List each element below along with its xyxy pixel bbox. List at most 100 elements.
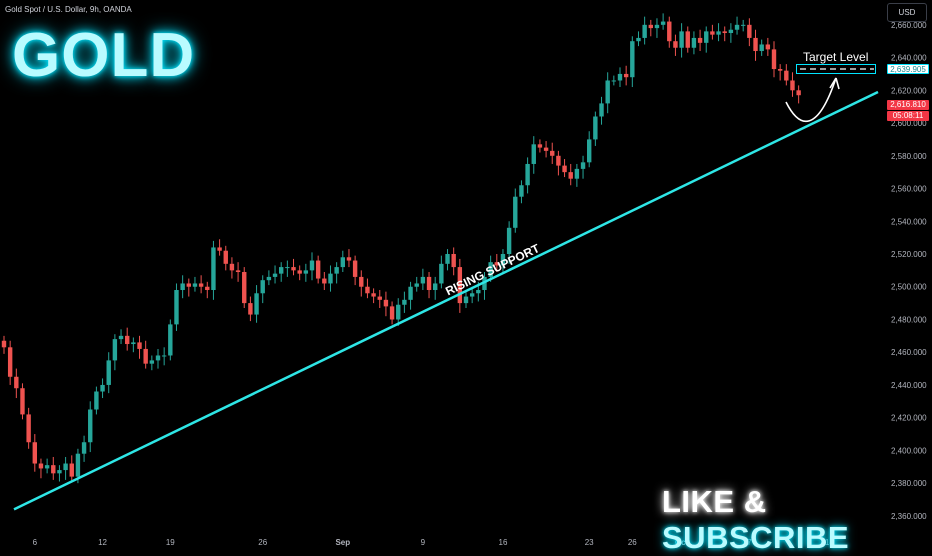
candle-body (396, 304, 401, 320)
candle-body (88, 409, 93, 443)
candle-body (777, 69, 783, 71)
y-tick-label: 2,380.000 (891, 479, 927, 488)
cta-subscribe-text: SUBSCRIBE (662, 520, 850, 555)
candle-body (38, 463, 44, 469)
candle-body (771, 49, 777, 70)
candle-body (679, 31, 684, 48)
candle-body (716, 31, 721, 35)
candle-body (722, 31, 727, 34)
candle-body (605, 80, 610, 104)
candle-body (753, 37, 758, 52)
candle-body (593, 116, 598, 140)
candle-body (94, 391, 99, 410)
candle-body (562, 165, 567, 173)
candle-body (32, 442, 37, 464)
candle-body (285, 267, 290, 269)
candle-body (494, 262, 499, 266)
candle-body (168, 324, 173, 356)
x-tick-label: 26 (258, 538, 267, 547)
currency-button[interactable]: USD (887, 3, 927, 22)
candle-body (137, 342, 142, 349)
candle-body (315, 260, 321, 279)
candle-body (697, 37, 703, 43)
candle-body (192, 283, 198, 287)
x-tick-label: 19 (166, 538, 175, 547)
gold-logo: GOLD (12, 21, 196, 90)
candle-body (229, 263, 235, 271)
x-tick-label: 7 (747, 538, 752, 547)
rising-support-line[interactable] (13, 90, 879, 511)
candle-body (51, 465, 56, 474)
candle-body (303, 270, 309, 274)
candle-body (611, 80, 617, 82)
candle-body (383, 299, 389, 307)
candle-body (106, 360, 111, 385)
last-price-tag: 2,616.810 (887, 100, 929, 110)
y-tick-label: 2,420.000 (891, 414, 927, 423)
x-tick-label: Sep (335, 538, 350, 547)
candle-body (796, 90, 801, 96)
candle-body (765, 44, 771, 50)
x-tick-label: 16 (499, 538, 508, 547)
like-subscribe-banner: LIKE & SUBSCRIBE (662, 484, 932, 556)
candle-body (433, 283, 438, 291)
projection-arrow-head (829, 77, 840, 90)
target-level-box[interactable] (796, 64, 876, 74)
candle-body (20, 388, 25, 415)
candle-body (439, 263, 444, 284)
candle-body (297, 270, 302, 274)
candle-body (587, 139, 592, 163)
candle-body (426, 276, 432, 291)
candle-body (260, 280, 265, 294)
candle-body (69, 463, 74, 477)
y-tick-label: 2,560.000 (891, 185, 927, 194)
y-tick-label: 2,480.000 (891, 315, 927, 324)
candle-body (654, 24, 660, 29)
candle-body (377, 296, 382, 300)
x-tick-label: 6 (33, 538, 38, 547)
candle-body (445, 253, 450, 264)
candle-body (476, 290, 481, 294)
candle-body (574, 168, 580, 179)
candle-body (279, 267, 284, 274)
candle-body (728, 29, 734, 34)
candle-body (513, 196, 518, 228)
target-price-tag: 2,639.905 (887, 64, 929, 74)
candle-body (389, 306, 395, 320)
candle-body (408, 286, 413, 300)
x-tick-label: 12 (98, 538, 107, 547)
x-tick-label: 26 (628, 538, 637, 547)
y-tick-label: 2,400.000 (891, 446, 927, 455)
candle-body (211, 247, 216, 291)
y-tick-label: 2,620.000 (891, 86, 927, 95)
candle-body (174, 290, 179, 325)
price-axis: 2,660.000 2,640.000 2,620.000 2,600.000 2,58… (891, 21, 927, 521)
y-tick-label: 2,520.000 (891, 250, 927, 259)
y-tick-label: 2,540.000 (891, 217, 927, 226)
candle-body (1, 340, 7, 348)
candle-body (81, 442, 87, 454)
candle-body (365, 286, 370, 294)
candle-body (636, 37, 641, 42)
candle-body (673, 41, 678, 48)
y-tick-label: 2,660.000 (891, 21, 927, 30)
candle-body (322, 278, 327, 284)
candle-body (543, 147, 549, 151)
x-tick-label: Oct (675, 538, 689, 547)
candle-body (186, 283, 191, 287)
candle-body (205, 286, 210, 291)
candle-body (155, 355, 161, 361)
candle-body (340, 257, 345, 268)
candle-body (112, 339, 118, 361)
candle-body (482, 276, 487, 291)
candle-body (519, 185, 524, 197)
candle-body (623, 73, 629, 78)
candle-body (500, 253, 506, 266)
candle-body (14, 376, 19, 389)
candle-body (463, 296, 469, 304)
candle-body (710, 31, 715, 35)
candle-body (630, 41, 635, 78)
y-tick-label: 2,500.000 (891, 283, 927, 292)
candle-body (371, 293, 376, 297)
